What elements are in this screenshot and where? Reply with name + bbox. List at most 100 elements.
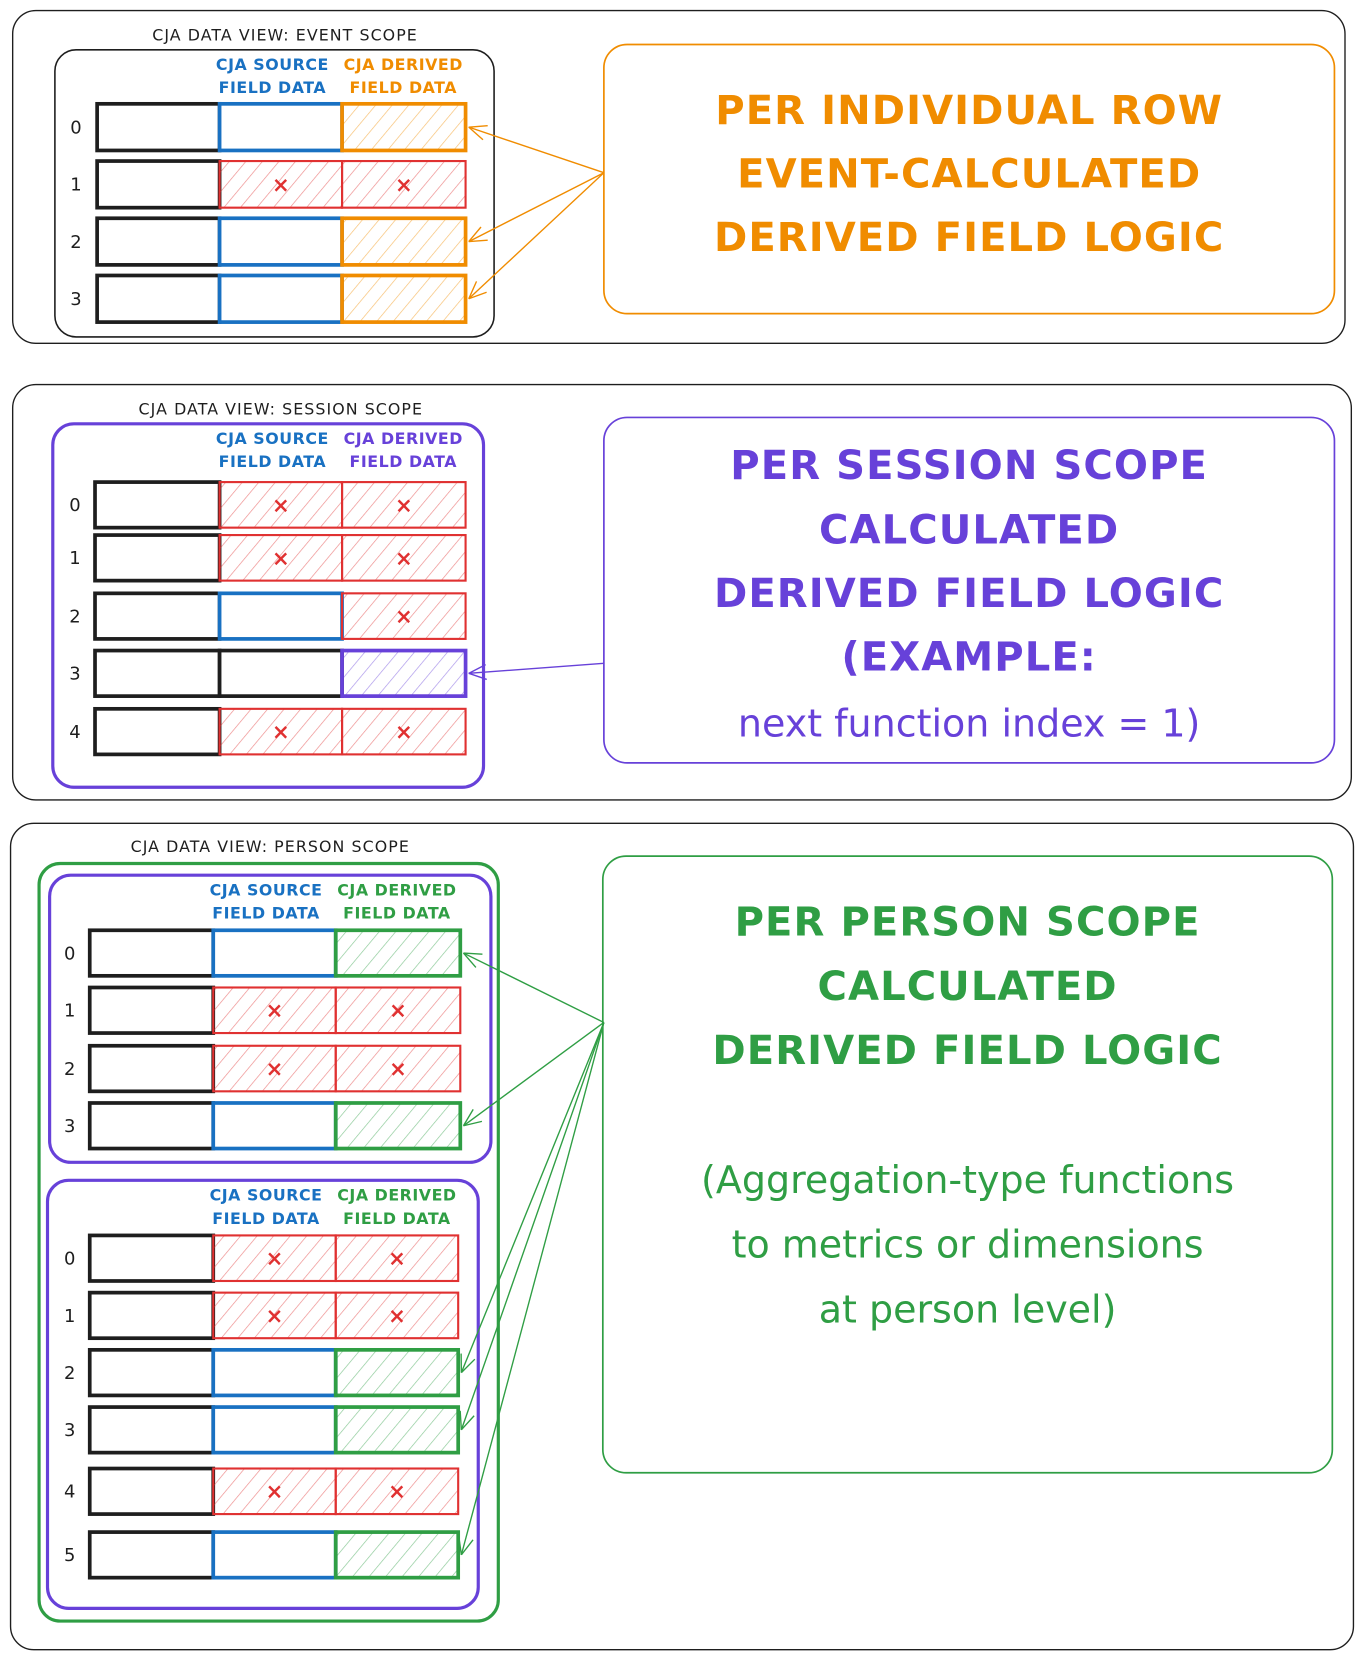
source-cell-ok <box>211 1347 338 1398</box>
row-key-cell <box>95 273 222 324</box>
row-index-label: 1 <box>64 1001 75 1022</box>
arrow-connector <box>468 662 604 675</box>
description-line: (EXAMPLE: <box>841 635 1097 681</box>
arrowhead-icon <box>468 125 488 128</box>
derived-cell-missing <box>334 1467 460 1516</box>
missing-x-icon: × <box>395 604 413 629</box>
source-cell-missing <box>212 1044 337 1093</box>
row-key-cell <box>87 1233 216 1283</box>
derived-cell-calculated <box>333 1530 461 1580</box>
missing-x-icon: × <box>388 1246 406 1271</box>
arrow-connector <box>468 172 605 243</box>
missing-x-icon: × <box>266 1056 284 1081</box>
missing-x-icon: × <box>389 998 407 1023</box>
row-index-label: 3 <box>70 289 81 310</box>
legend-derived-label: CJA DERIVED <box>344 55 463 74</box>
derived-cell-missing <box>341 159 467 209</box>
row-index-label: 3 <box>64 1420 75 1441</box>
row-index-label: 2 <box>64 1059 75 1080</box>
arrow-connector <box>468 126 605 174</box>
description-line: to metrics or dimensions <box>732 1223 1204 1267</box>
legend-source-label: FIELD DATA <box>219 452 327 471</box>
missing-x-icon: × <box>389 1056 407 1081</box>
session-description-box <box>603 416 1336 764</box>
source-cell-ok <box>217 216 344 267</box>
arrowhead-icon <box>463 1120 483 1127</box>
derived-cell-missing <box>341 481 467 529</box>
session-container-0 <box>51 422 486 789</box>
arrowhead-icon <box>459 1410 463 1430</box>
arrowhead-icon <box>460 1539 474 1556</box>
row-index-label: 2 <box>70 232 81 253</box>
description-line: CALCULATED <box>819 507 1119 553</box>
missing-x-icon: × <box>272 492 290 517</box>
missing-x-icon: × <box>388 1479 406 1504</box>
description-line: PER INDIVIDUAL ROW <box>715 88 1223 134</box>
derived-cell-missing <box>341 534 467 582</box>
description-line: DERIVED FIELD LOGIC <box>714 215 1224 261</box>
row-index-label: 1 <box>69 548 80 569</box>
arrowhead-icon <box>468 126 484 141</box>
legend-source-label: FIELD DATA <box>212 1209 320 1228</box>
arrowhead-icon <box>460 1358 476 1374</box>
legend-derived-label: CJA DERIVED <box>344 429 463 448</box>
row-index-label: 4 <box>69 722 80 743</box>
description-line: PER SESSION SCOPE <box>730 443 1208 489</box>
arrow-connector <box>463 952 605 1024</box>
session-scope-title: CJA DATA VIEW: SESSION SCOPE <box>139 399 424 418</box>
description-line: (Aggregation-type functions <box>701 1158 1234 1202</box>
event-container-0 <box>54 49 495 338</box>
row-index-label: 0 <box>64 943 75 964</box>
row-key-cell <box>95 216 222 267</box>
row-key-cell <box>87 1043 216 1094</box>
arrowhead-icon <box>468 281 478 300</box>
description-line: at person level) <box>819 1287 1117 1331</box>
missing-x-icon: × <box>395 492 413 517</box>
derived-cell-calculated <box>340 648 468 698</box>
row-index-label: 4 <box>64 1482 75 1503</box>
derived-cell-calculated <box>333 1101 463 1151</box>
legend-derived-label: FIELD DATA <box>350 452 458 471</box>
event-scope-title: CJA DATA VIEW: EVENT SCOPE <box>152 25 418 44</box>
event-description-box <box>603 43 1336 315</box>
legend-source-label: FIELD DATA <box>212 904 320 923</box>
person-description-box <box>601 855 1334 1474</box>
row-key-cell <box>93 480 222 530</box>
row-key-cell <box>95 101 222 153</box>
arrowhead-icon <box>468 239 488 243</box>
source-cell-missing <box>212 1467 337 1516</box>
missing-x-icon: × <box>395 719 413 744</box>
arrowhead-icon <box>468 291 487 300</box>
row-index-label: 1 <box>64 1306 75 1327</box>
source-cell-missing <box>212 986 337 1035</box>
derived-cell-calculated <box>333 928 463 978</box>
derived-cell-missing <box>334 1234 460 1283</box>
arrowhead-icon <box>468 664 486 674</box>
arrow-connector <box>460 1022 605 1431</box>
derived-cell-calculated <box>340 216 468 267</box>
row-key-cell <box>93 591 222 641</box>
source-cell-ok <box>211 928 338 978</box>
derived-cell-calculated <box>340 273 468 324</box>
row-index-label: 3 <box>69 664 80 685</box>
row-index-label: 2 <box>64 1363 75 1384</box>
description-line: CALCULATED <box>817 964 1117 1010</box>
person-container-2 <box>45 1178 480 1610</box>
row-index-label: 3 <box>64 1116 75 1137</box>
source-cell-missing <box>218 534 344 582</box>
legend-derived-label: FIELD DATA <box>343 904 451 923</box>
event-scope-frame <box>11 9 1346 344</box>
arrowhead-icon <box>462 952 477 968</box>
arrow-connector <box>460 1022 605 1373</box>
missing-x-icon: × <box>266 1479 284 1504</box>
row-index-label: 1 <box>70 175 81 196</box>
derived-cell-missing <box>334 1291 460 1340</box>
row-key-cell <box>87 1466 216 1516</box>
row-index-label: 0 <box>70 117 81 138</box>
missing-x-icon: × <box>395 545 413 570</box>
derived-cell-calculated <box>333 1347 461 1398</box>
legend-source-label: CJA SOURCE <box>210 1185 323 1204</box>
legend-source-label: FIELD DATA <box>219 78 327 97</box>
derived-cell-missing <box>334 1044 462 1093</box>
